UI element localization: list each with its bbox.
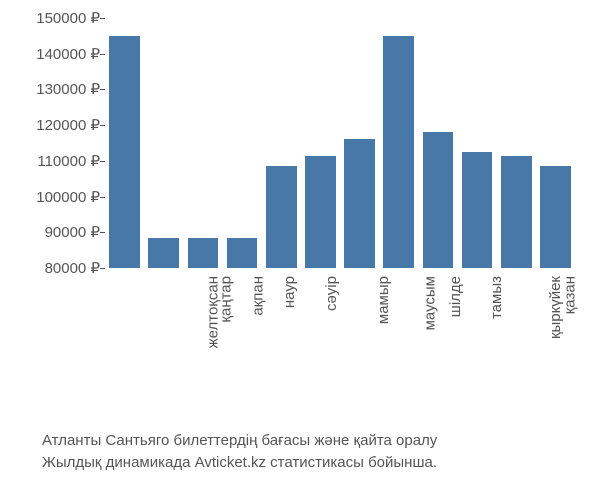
bar — [109, 36, 140, 268]
price-chart: 80000 ₽ 90000 ₽ 100000 ₽ 110000 ₽ 120000 ₽ 13… — [0, 0, 600, 420]
y-tick-mark — [100, 54, 105, 55]
y-tick-mark — [100, 89, 105, 90]
x-tick-label: қаңтар — [217, 276, 234, 323]
x-tick-label: сәуір — [323, 276, 340, 311]
y-tick-label: 120000 ₽ — [0, 116, 100, 134]
bar — [344, 139, 375, 268]
bar — [266, 166, 297, 268]
bar — [383, 36, 414, 268]
x-tick-label: шілде — [447, 276, 464, 317]
bar — [501, 156, 532, 269]
y-tick-label: 130000 ₽ — [0, 80, 100, 98]
x-tick-label: тамыз — [488, 276, 505, 319]
y-tick-label: 110000 ₽ — [0, 152, 100, 170]
x-tick-label: маусым — [421, 276, 438, 330]
x-tick-label: қазан — [562, 276, 579, 314]
bar — [540, 166, 571, 268]
y-tick-label: 150000 ₽ — [0, 9, 100, 27]
y-tick-mark — [100, 232, 105, 233]
y-tick-mark — [100, 125, 105, 126]
bar — [188, 238, 219, 268]
bar — [148, 238, 179, 268]
x-tick-label: ақпан — [250, 276, 267, 316]
caption-line-2: Жылдық динамикада Avticket.kz статистика… — [42, 452, 582, 474]
y-tick-mark — [100, 197, 105, 198]
y-tick-label: 90000 ₽ — [0, 223, 100, 241]
y-tick-label: 80000 ₽ — [0, 259, 100, 277]
bar — [227, 238, 258, 268]
x-tick-label: наур — [281, 276, 298, 308]
bar — [423, 132, 454, 268]
x-tick-label: мамыр — [376, 276, 393, 324]
bar — [305, 156, 336, 269]
bar — [462, 152, 493, 268]
y-tick-mark — [100, 18, 105, 19]
bars-container — [105, 18, 575, 268]
y-tick-mark — [100, 161, 105, 162]
y-tick-label: 140000 ₽ — [0, 45, 100, 63]
chart-caption: Атланты Сантьяго билеттердің бағасы және… — [42, 430, 582, 474]
y-tick-label: 100000 ₽ — [0, 188, 100, 206]
caption-line-1: Атланты Сантьяго билеттердің бағасы және… — [42, 430, 582, 452]
plot-area — [105, 18, 575, 268]
y-tick-mark — [100, 268, 105, 269]
